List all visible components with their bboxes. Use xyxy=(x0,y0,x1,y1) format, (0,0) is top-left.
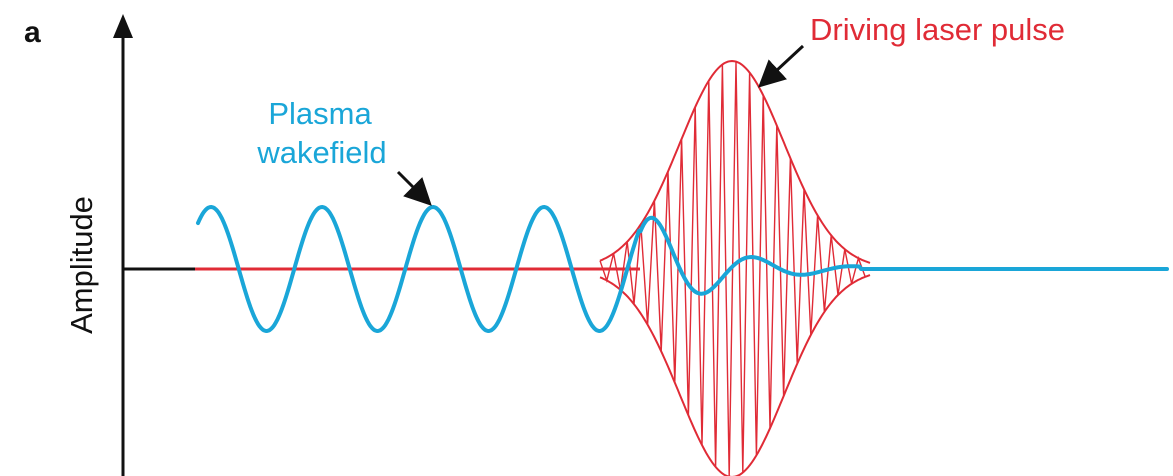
plasma-wakefield-curve xyxy=(196,205,1169,333)
wakefield-pointer-arrow xyxy=(396,170,432,206)
y-axis-label: Amplitude xyxy=(64,196,99,334)
laser-envelope-upper xyxy=(599,59,871,264)
laser-label: Driving laser pulse xyxy=(810,12,1065,47)
wakefield-label-line2: wakefield xyxy=(256,135,386,170)
wakefield-label-line1: Plasma xyxy=(268,96,372,131)
panel-letter: a xyxy=(24,16,41,49)
laser-envelope-lower xyxy=(599,274,871,476)
y-axis-arrowhead xyxy=(113,14,133,38)
laser-pointer-arrow xyxy=(758,44,805,88)
